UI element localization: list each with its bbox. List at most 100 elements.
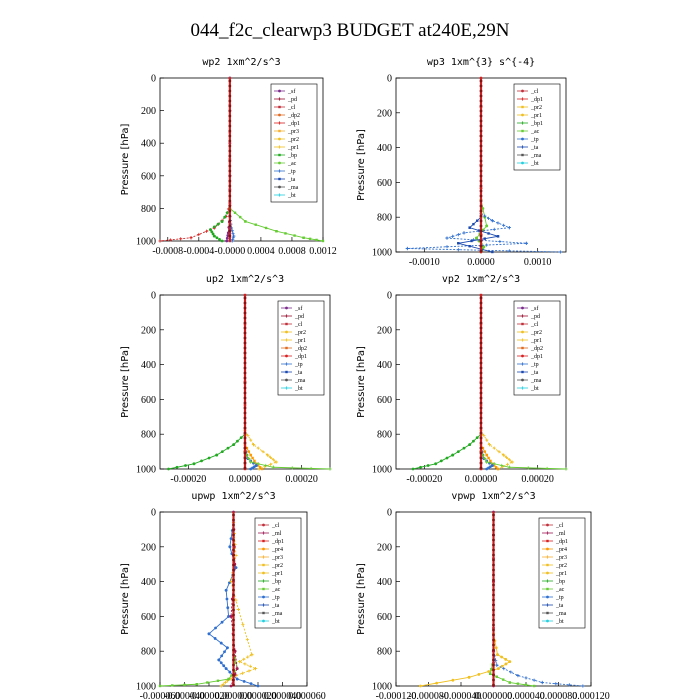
legend-entry: _ta <box>287 177 296 183</box>
series-line-ac <box>480 451 567 470</box>
y-tick-label: 200 <box>141 325 156 336</box>
zero-profile-marker <box>479 316 483 320</box>
series-point <box>183 683 186 687</box>
zero-profile-marker <box>232 633 235 637</box>
series-point <box>232 443 236 447</box>
zero-profile-marker <box>243 461 247 465</box>
zero-profile-marker <box>479 239 483 243</box>
legend-marker <box>285 322 288 326</box>
legend-entry: _bt <box>530 386 539 392</box>
zero-profile-marker <box>479 431 483 435</box>
series-point <box>505 462 510 466</box>
series-point <box>510 460 514 464</box>
series-point <box>502 678 505 681</box>
series-point <box>206 681 209 684</box>
legend-entry: _cl <box>287 105 296 111</box>
series-point <box>239 436 243 440</box>
legend-entry: _ta <box>294 370 303 376</box>
zero-profile-marker <box>243 386 247 390</box>
series-point <box>223 650 226 654</box>
zero-profile-marker <box>479 204 483 208</box>
legend-marker <box>521 330 524 334</box>
zero-profile-marker <box>479 421 483 425</box>
y-tick-label: 800 <box>141 204 156 215</box>
series-point <box>419 465 422 469</box>
series-point <box>462 231 466 235</box>
zero-profile-marker <box>479 134 483 138</box>
series-point <box>214 626 217 630</box>
zero-profile-marker <box>243 391 247 395</box>
legend-entry: _pr1 <box>287 145 299 151</box>
series-point <box>490 667 493 671</box>
legend-marker <box>278 153 281 157</box>
zero-profile-marker <box>243 466 247 470</box>
y-axis-label: Pressure [hPa] <box>356 129 367 201</box>
series-point <box>475 236 478 240</box>
series-point <box>489 459 492 463</box>
legend-marker <box>520 362 525 366</box>
zero-profile-marker <box>228 159 232 163</box>
x-tick-label: 0.000000 <box>215 691 253 700</box>
zero-profile-marker <box>479 406 483 410</box>
legend-entry: _ta <box>555 603 564 609</box>
zero-profile-marker <box>479 376 483 380</box>
series-point <box>225 239 229 243</box>
series-point <box>504 662 508 666</box>
legend-marker <box>262 595 265 599</box>
zero-profile-marker <box>492 598 495 602</box>
zero-profile-marker <box>243 411 247 415</box>
chart-title: vp2 1xm^2/s^3 <box>442 274 520 285</box>
legend-entry: _ma <box>294 378 306 384</box>
zero-profile-marker <box>232 658 235 662</box>
x-tick-label: -0.000040 <box>441 691 482 700</box>
chart-panel-vpwp: vpwp 1xm^2/s^3 0 200 400 600 800 1000-0.000120… <box>356 491 610 700</box>
legend-marker <box>546 611 549 615</box>
zero-profile-marker <box>228 219 232 223</box>
y-axis-label: Pressure [hPa] <box>356 563 367 635</box>
y-tick-label: 400 <box>377 143 392 154</box>
legend-marker <box>521 346 524 350</box>
legend-marker <box>520 386 525 390</box>
chart-title: up2 1xm^2/s^3 <box>206 274 284 285</box>
legend-marker <box>520 314 525 318</box>
series-point <box>462 446 466 450</box>
series-point <box>229 537 233 541</box>
series-point <box>245 638 249 642</box>
legend-entry: _pr2 <box>294 330 306 336</box>
series-point <box>445 245 449 249</box>
series-point <box>456 233 460 237</box>
legend-marker <box>262 611 265 615</box>
series-point <box>256 462 260 466</box>
legend-marker <box>284 362 289 366</box>
series-point <box>492 462 496 466</box>
zero-profile-marker <box>228 234 232 238</box>
legend-entry: _dp1 <box>555 539 568 545</box>
zero-profile-marker <box>479 79 483 83</box>
zero-profile-marker <box>492 623 495 627</box>
series-point <box>526 466 530 470</box>
zero-profile-marker <box>479 249 483 253</box>
legend-entry: _pr1 <box>294 338 306 344</box>
legend-marker <box>521 378 524 382</box>
zero-profile-marker <box>479 114 483 118</box>
series-point <box>457 242 460 245</box>
legend-marker <box>278 105 281 109</box>
zero-profile-marker <box>492 548 495 552</box>
legend-marker <box>546 539 549 543</box>
zero-profile-marker <box>232 528 235 532</box>
zero-profile-marker <box>479 326 483 330</box>
zero-profile-marker <box>228 229 232 233</box>
y-tick-label: 400 <box>377 360 392 371</box>
zero-profile-marker <box>479 154 483 158</box>
y-tick-label: 800 <box>377 213 392 224</box>
series-point <box>487 232 490 235</box>
series-point <box>248 664 252 668</box>
x-tick-label: -0.000080 <box>408 691 449 700</box>
zero-profile-marker <box>243 321 247 325</box>
zero-profile-marker <box>479 351 483 355</box>
plot-frame <box>159 77 324 242</box>
series-point <box>275 230 278 233</box>
zero-profile-marker <box>492 593 495 597</box>
legend-marker <box>520 338 525 342</box>
zero-profile-marker <box>228 189 232 193</box>
